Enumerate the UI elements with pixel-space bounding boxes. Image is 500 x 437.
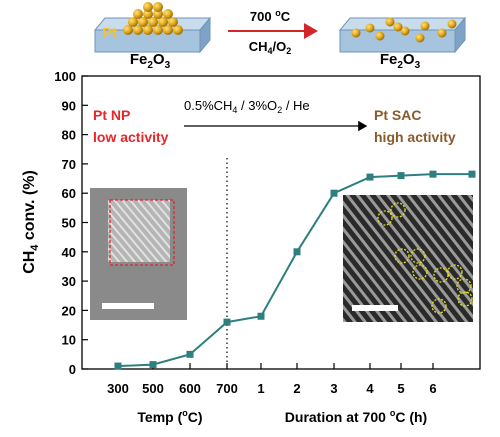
y-tick-label: 40 xyxy=(62,245,76,260)
right-support-label: Fe2O3 xyxy=(380,51,421,71)
single-atom-circle xyxy=(457,291,473,307)
pt-atom xyxy=(173,25,183,35)
schematic-left: Pt Fe2O3 xyxy=(93,2,212,71)
x-tick-label: 4 xyxy=(366,381,374,396)
y-tick-label: 80 xyxy=(62,128,76,143)
low-activity-label: low activity xyxy=(93,129,169,145)
x-axis-label-right: Duration at 700 oC (h) xyxy=(285,408,427,425)
data-point xyxy=(468,170,476,178)
pt-atom xyxy=(143,9,153,19)
single-atom-circle xyxy=(431,298,447,314)
y-axis-label: CH4 conv. (%) xyxy=(21,170,41,274)
pt-single-atom xyxy=(400,26,410,36)
pt-atom xyxy=(163,25,173,35)
pt-atom xyxy=(143,25,153,35)
nanoparticle-box xyxy=(109,199,175,266)
x-tick-label: 700 xyxy=(216,381,238,396)
schematic-arrow: 700 oC CH4/O2 xyxy=(228,8,318,56)
pt-single-atom xyxy=(393,22,403,32)
arrow-top-label: 700 oC xyxy=(250,8,291,24)
data-point xyxy=(293,248,301,256)
x-tick-label: 500 xyxy=(142,381,164,396)
single-atom-circle xyxy=(447,264,463,280)
pt-single-atom xyxy=(375,31,385,41)
scale-bar-right xyxy=(352,305,398,311)
y-tick-label: 70 xyxy=(62,157,76,172)
schematic-right: Fe2O3 xyxy=(338,16,467,71)
pt-single-atom xyxy=(420,21,430,31)
single-atom-circle xyxy=(394,248,410,264)
inset-right-image xyxy=(343,195,473,322)
data-point xyxy=(114,362,122,370)
data-point xyxy=(366,173,374,181)
arrow-bottom-label: CH4/O2 xyxy=(249,39,292,56)
pt-single-atom xyxy=(437,28,447,38)
pt-nanoparticle xyxy=(123,2,183,35)
pt-atom xyxy=(153,2,163,12)
y-tick-label: 0 xyxy=(69,362,76,377)
y-tick-label: 10 xyxy=(62,333,76,348)
pt-atom xyxy=(158,17,168,27)
pt-atom xyxy=(138,17,148,27)
x-tick-label: 2 xyxy=(293,381,300,396)
pt-atom xyxy=(153,9,163,19)
data-point xyxy=(257,312,265,320)
pt-atom xyxy=(153,25,163,35)
pt-sac-label: Pt SAC xyxy=(374,107,421,123)
data-point xyxy=(429,170,437,178)
high-activity-label: high activity xyxy=(374,129,456,145)
pt-single-atom xyxy=(365,23,375,33)
pt-single-atom xyxy=(351,28,361,38)
pt-atom xyxy=(123,25,133,35)
single-atom-circle xyxy=(390,202,406,218)
gas-composition-label: 0.5%CH4 / 3%O2 / He xyxy=(184,98,310,115)
single-atom-circles xyxy=(377,202,473,314)
y-tick-label: 20 xyxy=(62,303,76,318)
y-tick-label: 30 xyxy=(62,274,76,289)
inset-pt-np xyxy=(90,188,187,320)
pt-single-atom xyxy=(415,33,425,43)
pt-single-atom xyxy=(385,17,395,27)
pt-single-atom xyxy=(447,19,457,29)
left-support-label: Fe2O3 xyxy=(130,51,171,71)
single-atom-circle xyxy=(412,264,428,280)
pt-atom xyxy=(133,25,143,35)
data-point xyxy=(330,189,338,197)
y-tick-label: 90 xyxy=(62,98,76,113)
x-tick-label: 600 xyxy=(179,381,201,396)
pt-single-atoms xyxy=(351,17,457,43)
x-axis: 300 500 600 700 1 2 3 4 5 6 xyxy=(107,363,437,396)
data-point xyxy=(397,172,405,180)
single-atom-circle xyxy=(410,248,426,264)
x-tick-label: 3 xyxy=(330,381,337,396)
pt-label: Pt xyxy=(102,25,117,42)
x-axis-label-left: Temp (oC) xyxy=(137,408,202,425)
y-tick-label: 50 xyxy=(62,216,76,231)
data-point xyxy=(223,318,231,326)
pt-atom xyxy=(163,9,173,19)
single-atom-circle xyxy=(377,210,393,226)
pt-atom xyxy=(128,17,138,27)
pt-atom xyxy=(168,17,178,27)
single-atom-circle xyxy=(456,278,472,294)
x-tick-label: 1 xyxy=(257,381,264,396)
x-tick-label: 5 xyxy=(397,381,404,396)
pt-atom xyxy=(133,9,143,19)
y-tick-label: 100 xyxy=(54,69,76,84)
y-tick-label: 60 xyxy=(62,186,76,201)
data-point xyxy=(186,350,194,358)
ch4-conversion-points xyxy=(114,170,476,370)
data-point xyxy=(149,361,157,369)
y-axis: 0 10 20 30 40 50 60 70 80 90 100 xyxy=(54,69,88,377)
inset-pt-sac xyxy=(343,195,473,322)
pt-atom xyxy=(148,17,158,27)
pt-np-label: Pt NP xyxy=(93,107,130,123)
x-tick-label: 300 xyxy=(107,381,129,396)
x-tick-label: 6 xyxy=(429,381,436,396)
scale-bar-left xyxy=(102,303,154,309)
pt-atom xyxy=(143,2,153,12)
nanoparticle-region xyxy=(108,200,170,262)
